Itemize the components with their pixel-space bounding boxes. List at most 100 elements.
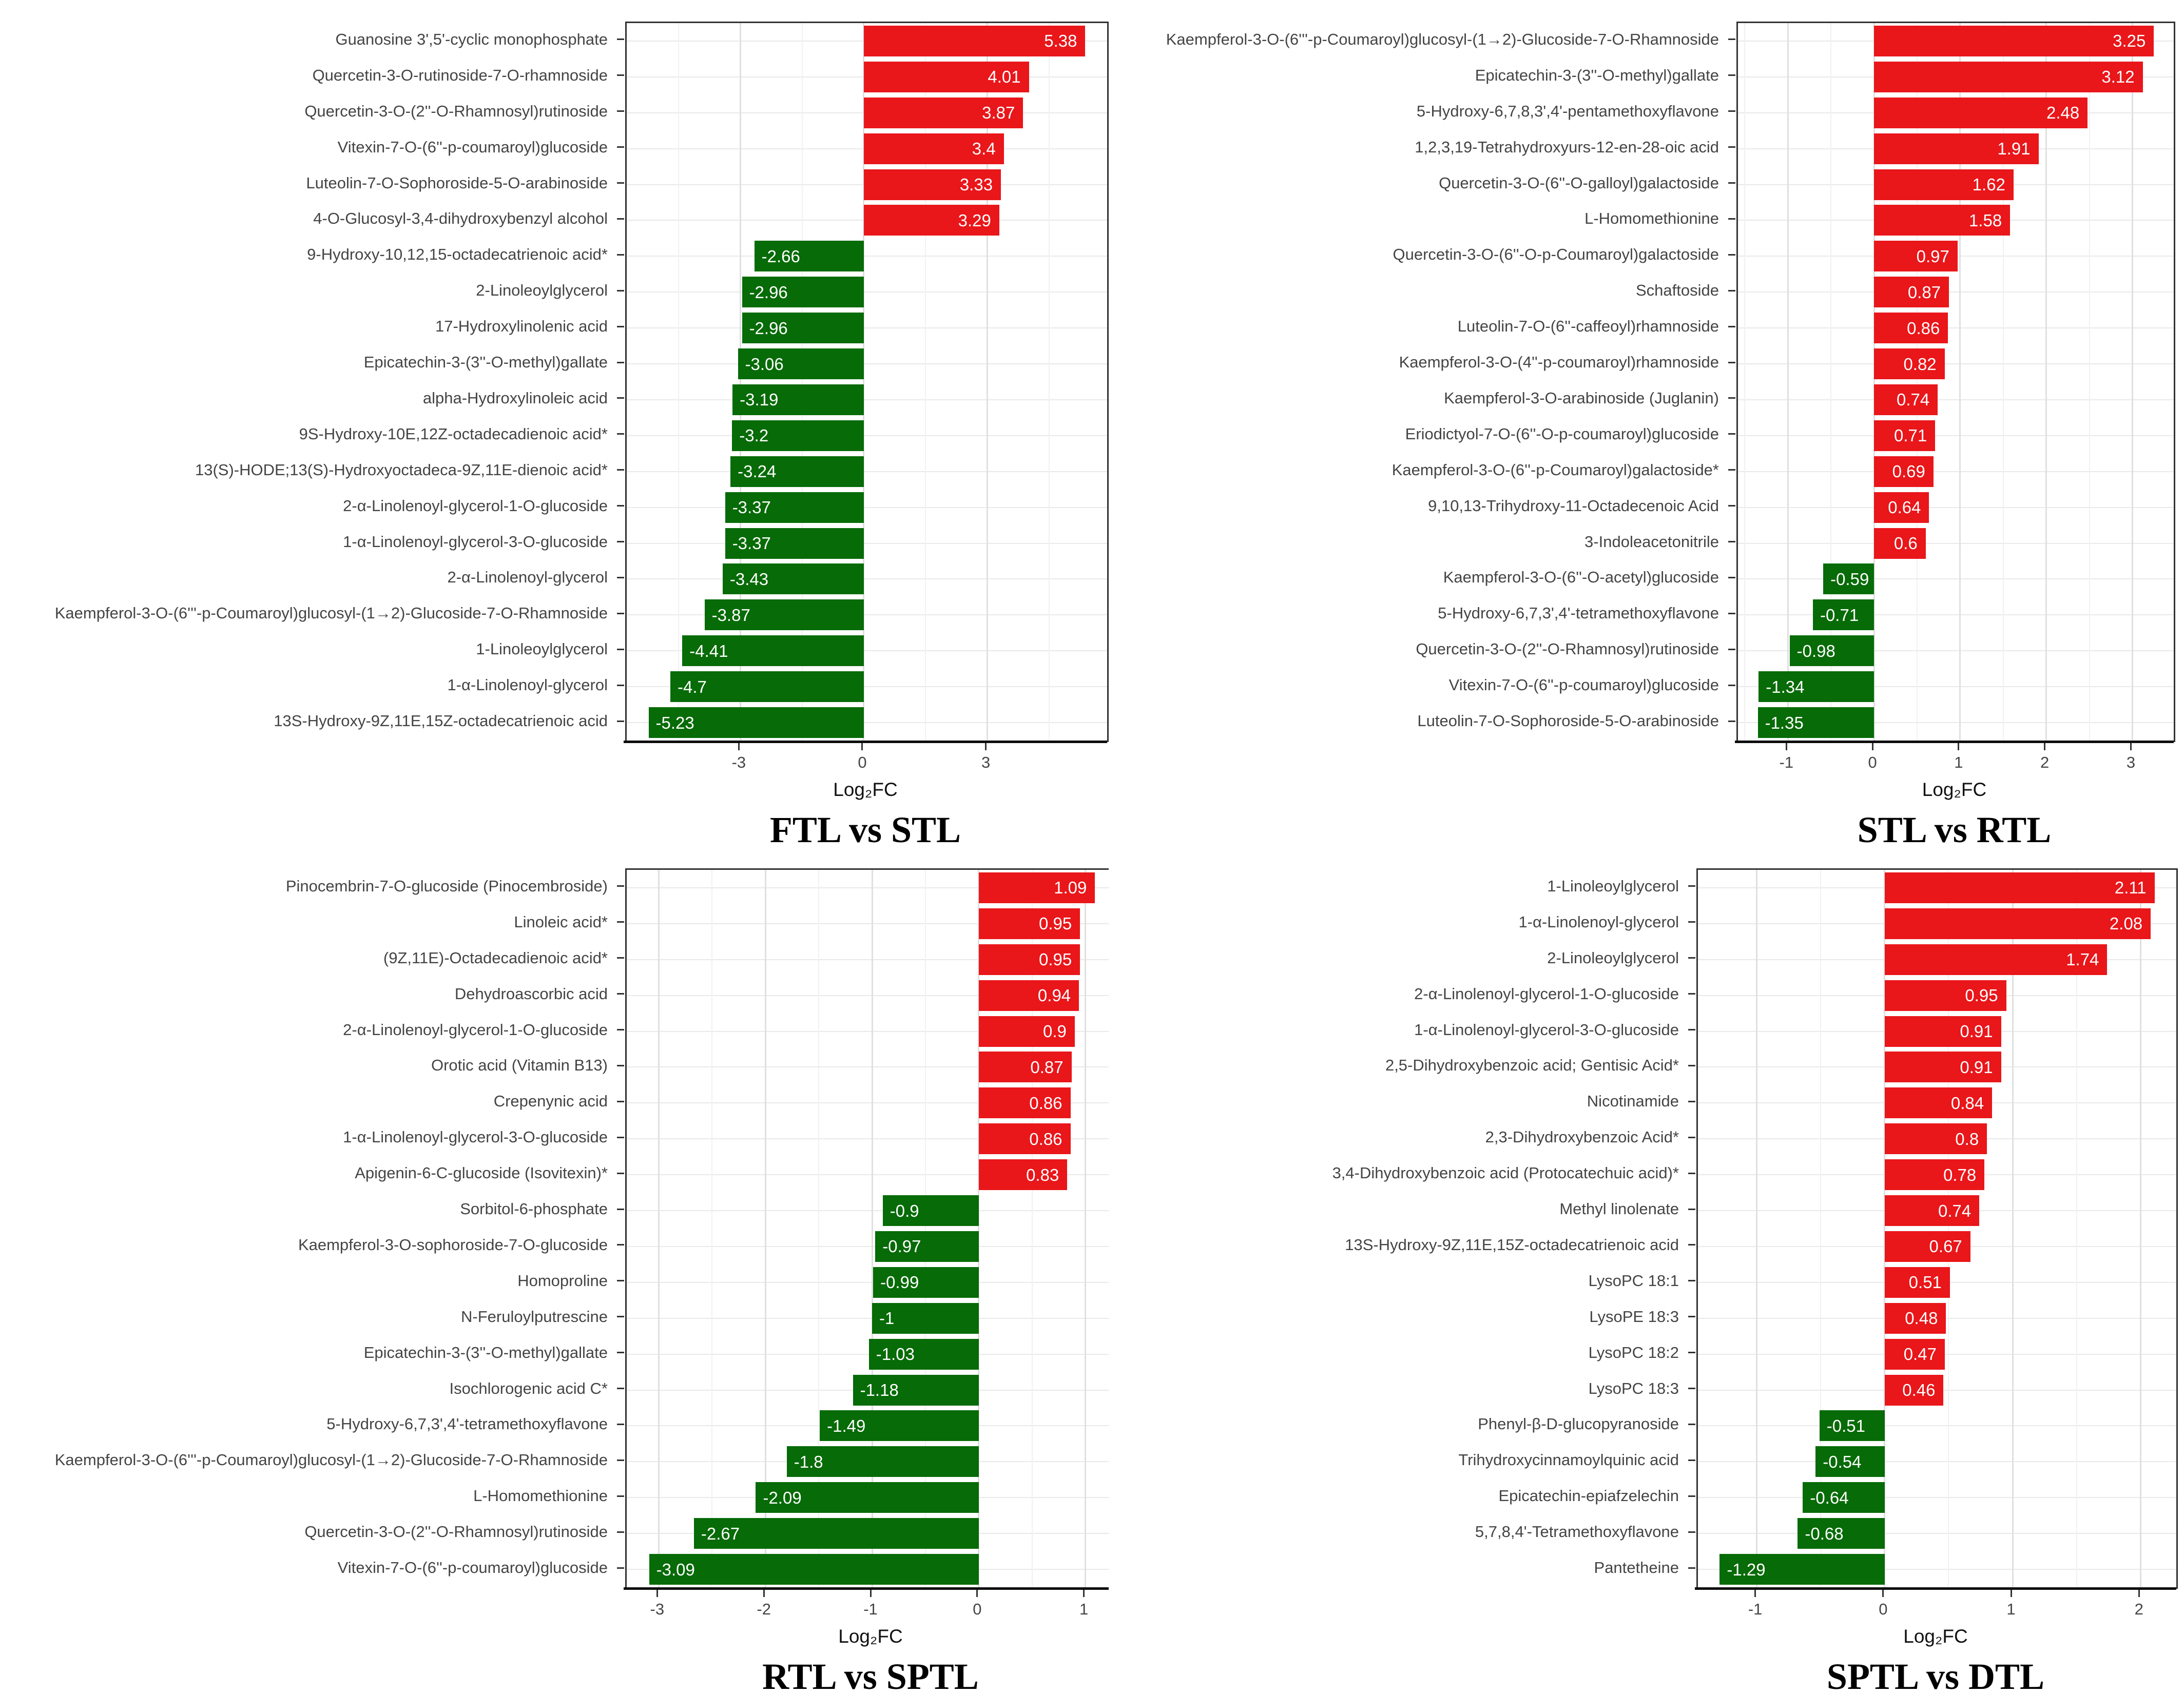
- gridline-vertical-minor: [2089, 23, 2090, 741]
- gridline-vertical-major: [764, 870, 766, 1587]
- bar-value-label: -3.19: [740, 390, 779, 410]
- y-tick-mark: [617, 1495, 624, 1497]
- y-axis-label: 3,4-Dihydroxybenzoic acid (Protocatechui…: [1332, 1164, 1679, 1182]
- y-axis-label: Kaempferol-3-O-(6'''-p-Coumaroyl)glucosy…: [54, 604, 608, 622]
- bar-value-label: 4.01: [988, 67, 1021, 87]
- bar: -0.54: [1815, 1446, 1885, 1477]
- panel-rtl-vs-sptl: 1.09 0.95 0.95 0.94 0.9 0.87 0.86 0.86 0.83 -0.9 -…: [0, 847, 1119, 1693]
- bar-value-label: 0.8: [1955, 1129, 1979, 1149]
- bar-value-label: 2.11: [2114, 878, 2147, 898]
- gridline-horizontal: [1738, 650, 2174, 652]
- y-tick-mark: [1688, 1531, 1695, 1533]
- bar: -1.35: [1757, 707, 1874, 738]
- y-tick-mark: [617, 469, 624, 471]
- y-tick-mark: [617, 361, 624, 363]
- x-axis-line: [1735, 741, 2174, 743]
- gridline-horizontal: [1698, 1569, 2176, 1570]
- x-tick-mark: [1754, 1590, 1756, 1597]
- bar: 0.84: [1884, 1087, 1993, 1119]
- x-axis-title: Log₂FC: [838, 1626, 903, 1647]
- y-axis-label: 1-Linoleoylglycerol: [1547, 877, 1679, 895]
- y-tick-mark: [1728, 720, 1735, 722]
- bar: -3.43: [722, 563, 864, 595]
- bar-value-label: -2.09: [763, 1488, 802, 1507]
- bar-value-label: 5.38: [1044, 31, 1077, 51]
- gridline-vertical-minor: [924, 870, 926, 1587]
- y-tick-mark: [617, 1567, 624, 1569]
- gridline-horizontal: [1698, 1497, 2176, 1499]
- bar-value-label: -0.98: [1796, 641, 1835, 660]
- bar-value-label: 1.58: [1968, 210, 2002, 230]
- y-axis-label: LysoPC 18:3: [1588, 1379, 1679, 1397]
- bar: 0.69: [1874, 456, 1934, 487]
- y-tick-mark: [1688, 1244, 1695, 1246]
- bar: 0.95: [978, 944, 1080, 975]
- y-axis-label: 2,3-Dihydroxybenzoic Acid*: [1485, 1128, 1679, 1146]
- gridline-horizontal: [627, 578, 1107, 580]
- bar-value-label: 3.25: [2113, 31, 2146, 51]
- x-tick-label: 1: [1079, 1600, 1089, 1618]
- y-axis-label: 3-Indoleacetonitrile: [1584, 532, 1719, 551]
- bar-value-label: 0.95: [1039, 950, 1072, 969]
- bar: 0.71: [1874, 420, 1936, 451]
- gridline-horizontal: [627, 435, 1107, 436]
- x-tick-mark: [1882, 1590, 1884, 1597]
- bar-value-label: 3.4: [972, 139, 996, 159]
- panel-title: FTL vs STL: [769, 809, 961, 850]
- panel-title: SPTL vs DTL: [1826, 1656, 2045, 1693]
- panel-stl-vs-rtl: 3.25 3.12 2.48 1.91 1.62 1.58 0.97 0.87 0.86 0.82…: [1109, 0, 2184, 850]
- bar: -3.2: [732, 420, 864, 451]
- gridline-vertical-major: [1756, 870, 1758, 1587]
- bar: 3.33: [863, 169, 1001, 200]
- bar-value-label: -5.23: [655, 713, 694, 732]
- y-axis-label: Vitexin-7-O-(6''-p-coumaroyl)glucoside: [337, 1559, 608, 1577]
- gridline-horizontal: [1738, 578, 2174, 580]
- bar: 2.11: [1884, 872, 2155, 903]
- gridline-horizontal: [1738, 363, 2174, 365]
- y-tick-mark: [1688, 921, 1695, 923]
- bar: -4.7: [670, 671, 864, 703]
- x-tick-label: 0: [973, 1600, 982, 1618]
- bar-value-label: -4.41: [689, 641, 728, 660]
- bar-value-label: -0.9: [890, 1201, 919, 1220]
- x-axis-line: [624, 1587, 1117, 1590]
- y-tick-mark: [1728, 684, 1735, 686]
- y-axis-label: Kaempferol-3-O-(6''-O-acetyl)glucoside: [1443, 568, 1719, 587]
- gridline-vertical-minor: [2002, 23, 2004, 741]
- x-tick-mark: [1958, 743, 1960, 750]
- x-tick-label: -3: [650, 1600, 665, 1618]
- bar: 0.8: [1884, 1123, 1987, 1155]
- gridline-vertical-major: [871, 870, 873, 1587]
- plot-area: 2.11 2.08 1.74 0.95 0.91 0.91 0.84 0.8 0.78 0.74 0…: [1696, 868, 2178, 1589]
- x-tick-mark: [1871, 743, 1873, 750]
- y-axis-label: 4-O-Glucosyl-3,4-dihydroxybenzyl alcohol: [313, 209, 608, 228]
- gridline-horizontal: [627, 650, 1107, 652]
- gridline-horizontal: [1738, 507, 2174, 508]
- y-tick-mark: [617, 182, 624, 184]
- bar-value-label: 0.87: [1030, 1057, 1064, 1077]
- x-tick-label: 3: [981, 753, 991, 771]
- bar-value-label: 1.62: [1972, 175, 2005, 194]
- bar-value-label: 0.78: [1943, 1165, 1977, 1184]
- y-tick-mark: [1728, 433, 1735, 435]
- y-tick-mark: [1728, 325, 1735, 327]
- y-tick-mark: [1688, 957, 1695, 959]
- y-axis-label: Quercetin-3-O-(2''-O-Rhamnosyl)rutinosid…: [304, 102, 608, 120]
- gridline-vertical-minor: [801, 23, 803, 741]
- bar: -0.68: [1798, 1518, 1885, 1549]
- y-axis-label: Homoproline: [517, 1271, 608, 1290]
- y-axis-label: Epicatechin-3-(3''-O-methyl)gallate: [1475, 66, 1719, 84]
- y-axis-label: 13S-Hydroxy-9Z,11E,15Z-octadecatrienoic …: [274, 712, 608, 730]
- bar: 0.95: [978, 908, 1080, 939]
- panel-sptl-vs-dtl: 2.11 2.08 1.74 0.95 0.91 0.91 0.84 0.8 0.78 0.74 0…: [1109, 847, 2184, 1693]
- bar-value-label: 0.46: [1902, 1380, 1936, 1400]
- bar-value-label: 0.64: [1888, 498, 1921, 517]
- gridline-horizontal: [1738, 471, 2174, 472]
- y-tick-mark: [617, 397, 624, 399]
- y-tick-mark: [617, 1459, 624, 1461]
- gridline-horizontal: [627, 507, 1107, 508]
- y-tick-mark: [1728, 576, 1735, 578]
- x-tick-label: -2: [757, 1600, 771, 1618]
- y-tick-mark: [1728, 218, 1735, 220]
